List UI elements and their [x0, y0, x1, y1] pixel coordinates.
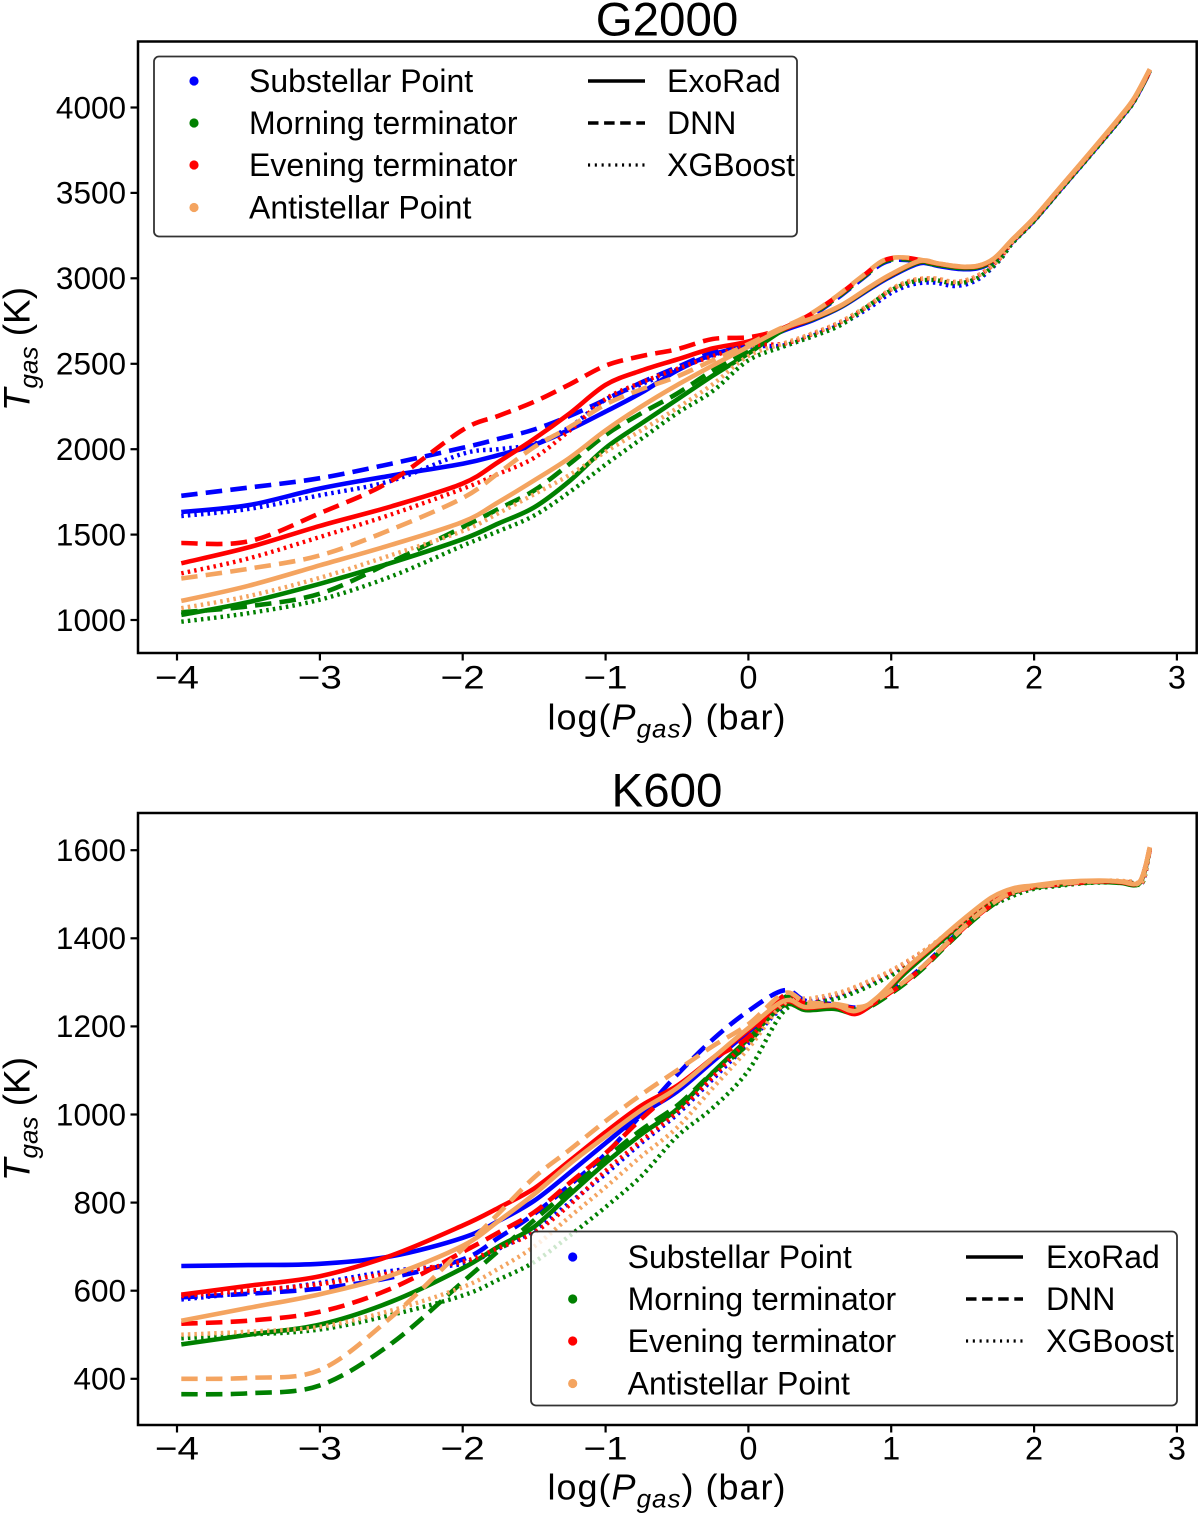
svg-text:−2: −2	[441, 1431, 485, 1467]
svg-text:1: 1	[882, 660, 900, 696]
svg-text:−4: −4	[155, 660, 199, 696]
svg-text:−1: −1	[584, 660, 628, 696]
svg-text:Tgas (K): Tgas (K)	[0, 1057, 44, 1181]
svg-text:−2: −2	[441, 660, 485, 696]
svg-text:Evening terminator: Evening terminator	[249, 147, 518, 183]
svg-text:1000: 1000	[56, 602, 126, 638]
svg-text:0: 0	[739, 660, 757, 696]
svg-text:800: 800	[73, 1184, 126, 1220]
svg-text:Tgas (K): Tgas (K)	[0, 287, 44, 411]
svg-text:DNN: DNN	[1046, 1281, 1115, 1317]
svg-text:3000: 3000	[56, 260, 126, 296]
svg-text:2500: 2500	[56, 346, 126, 382]
svg-text:Morning terminator: Morning terminator	[249, 105, 518, 141]
svg-text:ExoRad: ExoRad	[667, 63, 781, 99]
svg-text:0: 0	[739, 1431, 757, 1467]
svg-text:log(Pgas) (bar): log(Pgas) (bar)	[548, 697, 787, 744]
svg-text:1400: 1400	[56, 920, 126, 956]
svg-text:Substellar Point: Substellar Point	[628, 1239, 852, 1275]
svg-text:3: 3	[1168, 660, 1186, 696]
svg-text:2: 2	[1025, 1431, 1043, 1467]
svg-text:G2000: G2000	[596, 0, 739, 47]
svg-text:1500: 1500	[56, 516, 126, 552]
svg-text:2: 2	[1025, 660, 1043, 696]
svg-text:K600: K600	[612, 765, 723, 818]
svg-text:DNN: DNN	[667, 105, 736, 141]
svg-text:−3: −3	[298, 1431, 342, 1467]
svg-text:−1: −1	[584, 1431, 628, 1467]
svg-text:1200: 1200	[56, 1008, 126, 1044]
svg-text:2000: 2000	[56, 431, 126, 467]
svg-text:Morning terminator: Morning terminator	[628, 1281, 897, 1317]
svg-text:4000: 4000	[56, 89, 126, 125]
svg-text:−4: −4	[155, 1431, 199, 1467]
svg-text:3500: 3500	[56, 175, 126, 211]
svg-text:1: 1	[882, 1431, 900, 1467]
svg-text:XGBoost: XGBoost	[667, 147, 795, 183]
svg-text:1000: 1000	[56, 1096, 126, 1132]
svg-text:−3: −3	[298, 660, 342, 696]
svg-text:ExoRad: ExoRad	[1046, 1239, 1160, 1275]
svg-text:Antistellar Point: Antistellar Point	[249, 190, 471, 226]
svg-text:XGBoost: XGBoost	[1046, 1323, 1174, 1359]
svg-text:Antistellar Point: Antistellar Point	[628, 1366, 850, 1402]
svg-text:Evening terminator: Evening terminator	[628, 1323, 897, 1359]
svg-text:1600: 1600	[56, 832, 126, 868]
svg-text:600: 600	[73, 1273, 126, 1309]
svg-text:400: 400	[73, 1361, 126, 1397]
svg-text:Substellar Point: Substellar Point	[249, 63, 473, 99]
svg-text:3: 3	[1168, 1431, 1186, 1467]
